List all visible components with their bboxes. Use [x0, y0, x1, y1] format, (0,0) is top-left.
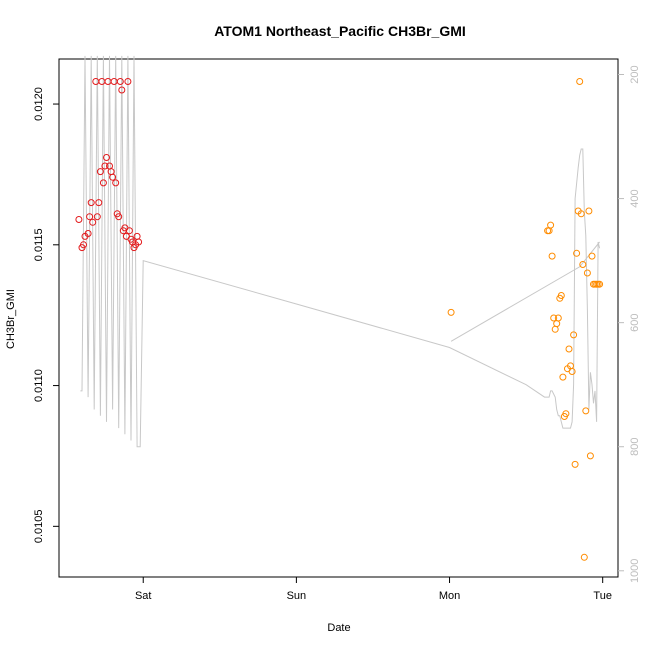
- data-point: [99, 179, 107, 187]
- data-point: [96, 168, 104, 176]
- data-point: [562, 410, 570, 418]
- data-point: [565, 345, 573, 353]
- data-point: [583, 269, 591, 277]
- data-point: [582, 407, 590, 415]
- data-point: [93, 213, 101, 221]
- data-point: [547, 221, 555, 229]
- data-point: [568, 368, 576, 375]
- plot-area: [58, 58, 619, 578]
- data-point: [112, 179, 120, 187]
- y-tick-label: 0.0110: [33, 369, 45, 402]
- data-point: [576, 78, 584, 85]
- data-point: [118, 86, 126, 94]
- x-tick-label: Sun: [287, 590, 307, 602]
- points-layer: [75, 78, 604, 561]
- x-tick-label: Sat: [135, 590, 152, 602]
- data-point: [550, 314, 558, 322]
- right-tick-label: 800: [629, 438, 641, 456]
- data-point: [573, 249, 581, 257]
- data-point: [559, 373, 567, 381]
- pressure-trace-layer: [80, 55, 601, 448]
- y-tick-label: 0.0105: [33, 509, 45, 543]
- right-tick-label: 200: [629, 65, 641, 83]
- pressure-trace-line: [450, 241, 600, 342]
- data-point: [579, 261, 587, 268]
- data-point: [135, 238, 143, 246]
- data-point: [580, 553, 588, 561]
- data-point: [586, 452, 594, 460]
- x-tick-label: Tue: [593, 590, 612, 602]
- right-tick-label: 1000: [629, 559, 641, 583]
- x-axis-label: Date: [327, 622, 350, 634]
- data-point: [101, 162, 109, 170]
- data-point: [115, 213, 123, 221]
- data-point: [548, 252, 556, 260]
- y-tick-label: 0.0120: [33, 87, 45, 121]
- data-point: [95, 199, 103, 207]
- y-axis: 0.0105 0.0110 0.0115 0.0120: [33, 87, 59, 543]
- data-point: [125, 227, 133, 235]
- data-point: [588, 252, 596, 260]
- data-point: [103, 154, 110, 161]
- data-point: [89, 218, 97, 226]
- data-point: [553, 320, 561, 328]
- pressure-trace-line: [80, 55, 601, 448]
- data-point: [84, 230, 92, 237]
- chart-title: ATOM1 Northeast_Pacific CH3Br_GMI: [214, 23, 466, 39]
- y-tick-label: 0.0115: [33, 228, 45, 261]
- x-tick-label: Mon: [439, 590, 460, 602]
- x-axis: Sat Sun Mon Tue: [135, 577, 612, 602]
- right-tick-label: 600: [629, 314, 641, 332]
- data-point: [109, 173, 117, 181]
- data-point: [116, 78, 124, 85]
- data-point: [87, 199, 95, 207]
- data-point: [447, 308, 455, 316]
- data-point: [80, 241, 87, 249]
- data-point: [557, 292, 565, 299]
- data-point: [571, 460, 579, 468]
- data-point: [585, 207, 593, 215]
- data-point: [75, 216, 83, 223]
- data-point: [124, 78, 132, 85]
- data-point: [551, 325, 559, 333]
- right-tick-label: 400: [629, 189, 641, 207]
- right-axis: 200 400 600 800 1000: [618, 65, 641, 583]
- data-point: [577, 210, 585, 218]
- data-point: [554, 314, 562, 322]
- data-point: [86, 213, 94, 221]
- data-point: [596, 280, 604, 288]
- y-axis-label: CH3Br_GMI: [5, 289, 17, 349]
- data-point: [570, 331, 578, 339]
